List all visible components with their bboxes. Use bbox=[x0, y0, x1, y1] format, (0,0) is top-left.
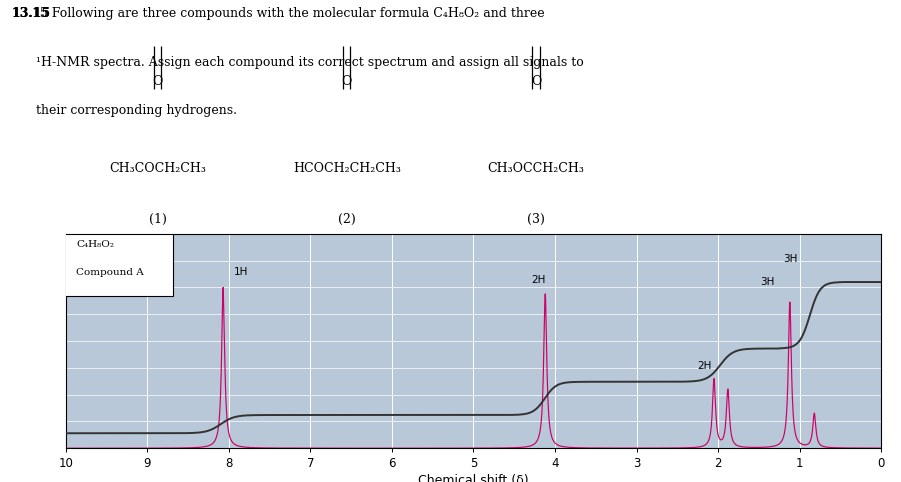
Text: CH₃COCH₂CH₃: CH₃COCH₂CH₃ bbox=[109, 162, 206, 175]
Text: 2H: 2H bbox=[697, 361, 712, 371]
Text: Compound A: Compound A bbox=[77, 268, 144, 277]
Text: their corresponding hydrogens.: their corresponding hydrogens. bbox=[12, 104, 237, 117]
X-axis label: Chemical shift (δ): Chemical shift (δ) bbox=[418, 474, 529, 482]
Text: CH₃OCCH₂CH₃: CH₃OCCH₂CH₃ bbox=[487, 162, 585, 175]
Text: 3H: 3H bbox=[760, 278, 774, 287]
Text: (1): (1) bbox=[149, 213, 167, 226]
Text: HCOCH₂CH₂CH₃: HCOCH₂CH₂CH₃ bbox=[293, 162, 401, 175]
Text: (2): (2) bbox=[338, 213, 356, 226]
Text: 13.15 Following are three compounds with the molecular formula C₄H₈O₂ and three: 13.15 Following are three compounds with… bbox=[12, 7, 544, 20]
FancyBboxPatch shape bbox=[63, 234, 173, 296]
Text: O: O bbox=[531, 75, 542, 88]
Text: (3): (3) bbox=[527, 213, 545, 226]
Text: O: O bbox=[341, 75, 352, 88]
Text: 13.15: 13.15 bbox=[12, 7, 50, 20]
Text: Compound A: Compound A bbox=[77, 268, 144, 277]
Text: 1H: 1H bbox=[234, 267, 249, 277]
Text: 3H: 3H bbox=[783, 254, 797, 264]
Text: 2H: 2H bbox=[532, 275, 546, 285]
Text: O: O bbox=[152, 75, 163, 88]
Text: 13.15: 13.15 bbox=[12, 7, 50, 20]
Text: ¹H-NMR spectra. Assign each compound its correct spectrum and assign all signals: ¹H-NMR spectra. Assign each compound its… bbox=[12, 55, 584, 68]
Text: C₄H₈O₂: C₄H₈O₂ bbox=[77, 240, 114, 249]
Text: C₄H₈O₂: C₄H₈O₂ bbox=[77, 240, 114, 249]
